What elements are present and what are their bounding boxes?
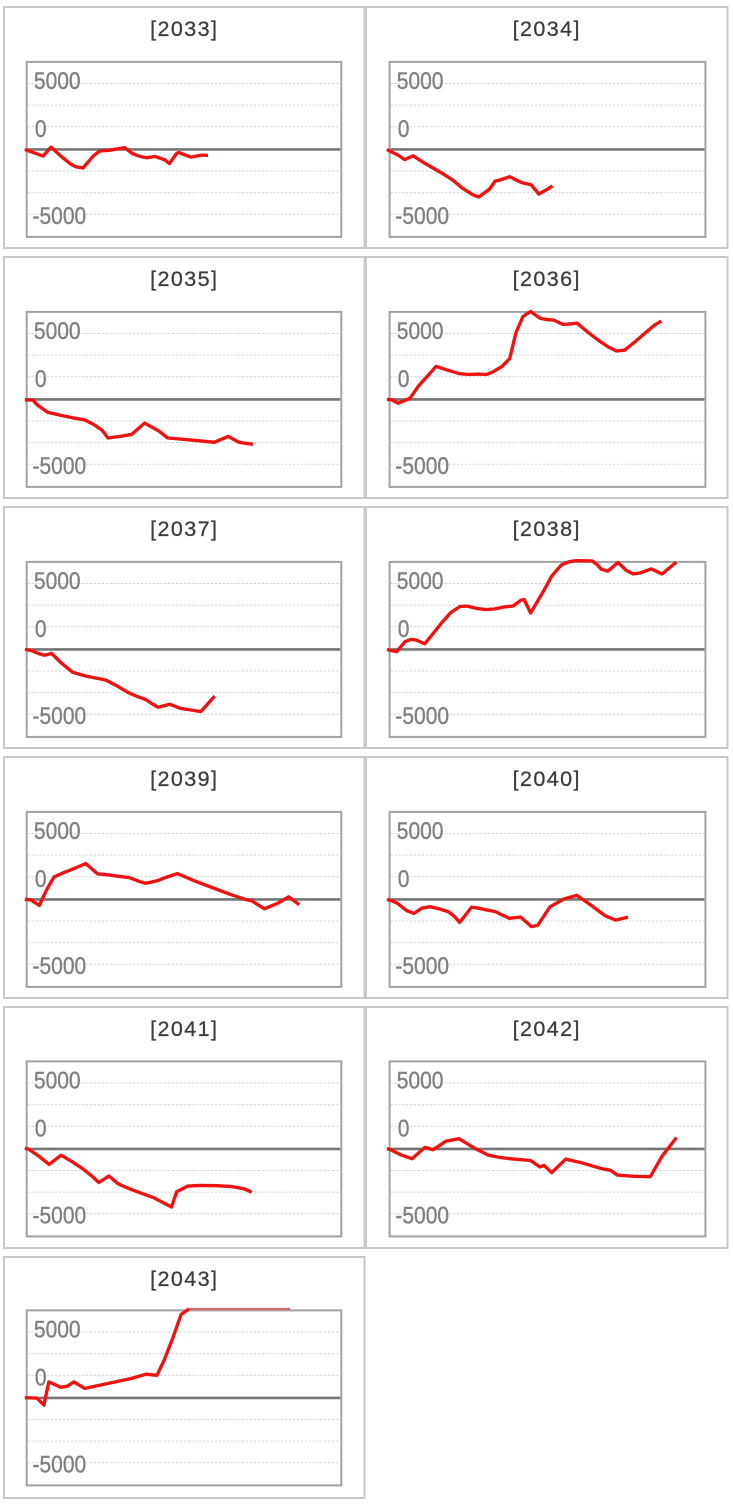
svg-text:-5000: -5000 <box>33 1202 87 1229</box>
svg-text:0: 0 <box>35 1115 47 1142</box>
svg-text:[2042]: [2042] <box>513 1017 581 1041</box>
svg-text:-5000: -5000 <box>33 702 87 729</box>
svg-text:[2043]: [2043] <box>150 1267 218 1291</box>
svg-text:5000: 5000 <box>34 67 81 94</box>
svg-text:5000: 5000 <box>397 317 444 344</box>
svg-text:[2040]: [2040] <box>513 767 581 791</box>
svg-text:0: 0 <box>398 1115 410 1142</box>
svg-text:[2033]: [2033] <box>150 17 218 41</box>
svg-text:0: 0 <box>35 365 47 392</box>
svg-text:[2038]: [2038] <box>513 517 581 541</box>
svg-text:-5000: -5000 <box>395 952 449 979</box>
svg-text:[2035]: [2035] <box>150 267 218 291</box>
svg-text:[2036]: [2036] <box>513 267 581 291</box>
svg-text:0: 0 <box>398 115 410 142</box>
svg-text:-5000: -5000 <box>395 1202 449 1229</box>
svg-text:5000: 5000 <box>34 317 81 344</box>
svg-text:[2039]: [2039] <box>150 767 218 791</box>
svg-text:-5000: -5000 <box>33 1451 87 1478</box>
svg-text:5000: 5000 <box>397 567 444 594</box>
svg-text:-5000: -5000 <box>33 452 87 479</box>
svg-text:0: 0 <box>398 615 410 642</box>
svg-text:5000: 5000 <box>397 67 444 94</box>
svg-text:-5000: -5000 <box>33 952 87 979</box>
svg-text:0: 0 <box>35 865 47 892</box>
svg-text:5000: 5000 <box>34 817 81 844</box>
svg-text:-5000: -5000 <box>33 202 87 229</box>
svg-text:5000: 5000 <box>397 1067 444 1094</box>
svg-text:0: 0 <box>35 115 47 142</box>
svg-text:0: 0 <box>398 865 410 892</box>
svg-text:0: 0 <box>35 1364 47 1391</box>
svg-text:0: 0 <box>35 615 47 642</box>
svg-text:-5000: -5000 <box>395 202 449 229</box>
svg-text:-5000: -5000 <box>395 702 449 729</box>
svg-text:-5000: -5000 <box>395 452 449 479</box>
svg-text:0: 0 <box>398 365 410 392</box>
svg-text:[2037]: [2037] <box>150 517 218 541</box>
svg-text:5000: 5000 <box>34 567 81 594</box>
svg-text:5000: 5000 <box>34 1067 81 1094</box>
svg-text:[2034]: [2034] <box>513 17 581 41</box>
svg-text:5000: 5000 <box>34 1316 81 1343</box>
svg-text:5000: 5000 <box>397 817 444 844</box>
svg-text:[2041]: [2041] <box>150 1017 218 1041</box>
